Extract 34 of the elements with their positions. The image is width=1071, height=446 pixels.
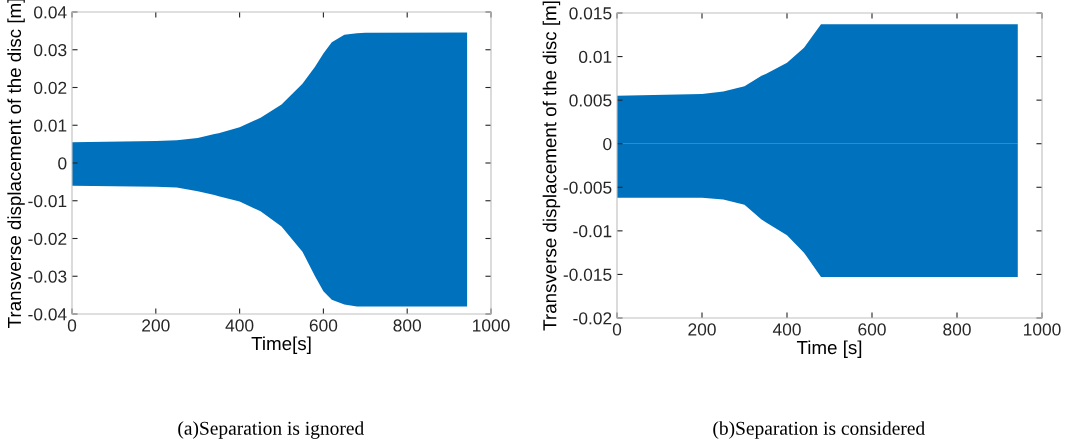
x-tick-label: 0 — [67, 319, 77, 332]
y-tick-label: 0.02 — [34, 81, 67, 94]
x-tick-label: 200 — [688, 323, 716, 336]
x-axis-title: Time [s] — [796, 340, 862, 358]
x-tick-label: 600 — [309, 319, 338, 332]
y-axis-title: Transverse displacement of the disc [m] — [542, 1, 561, 331]
x-tick-label: 800 — [943, 323, 971, 336]
y-tick-label: 0 — [58, 157, 67, 170]
x-tick-label: 600 — [858, 323, 886, 336]
x-tick-label: 1000 — [473, 319, 510, 332]
x-tick-label: 0 — [612, 323, 622, 336]
x-tick-label: 1000 — [1024, 323, 1061, 336]
x-tick-label: 400 — [225, 319, 254, 332]
y-tick-label: -0.02 — [28, 232, 67, 245]
y-tick-label: -0.01 — [573, 225, 612, 238]
y-tick-label: 0.005 — [569, 94, 612, 107]
y-tick-label: -0.03 — [28, 270, 67, 283]
x-tick-label: 400 — [772, 323, 801, 336]
y-tick-label: -0.04 — [28, 308, 67, 321]
x-tick-label: 200 — [142, 319, 170, 332]
y-tick-label: 0 — [603, 137, 612, 151]
y-tick-label: 0.015 — [569, 7, 612, 20]
y-tick-label: 0.03 — [34, 43, 67, 57]
y-tick-label: -0.01 — [28, 194, 67, 208]
x-axis-title: Time[s] — [251, 336, 311, 354]
y-tick-label: 0.01 — [579, 50, 612, 64]
x-tick-label: 800 — [393, 319, 422, 332]
y-tick-label: -0.02 — [573, 312, 612, 325]
y-tick-label: -0.005 — [563, 181, 612, 194]
text: (a)Separation is ignored — [178, 421, 364, 439]
text: (b)Separation is considered — [713, 421, 925, 439]
y-tick-label: 0.01 — [34, 119, 67, 132]
y-tick-label: 0.04 — [34, 6, 67, 19]
y-tick-label: -0.015 — [563, 268, 612, 281]
